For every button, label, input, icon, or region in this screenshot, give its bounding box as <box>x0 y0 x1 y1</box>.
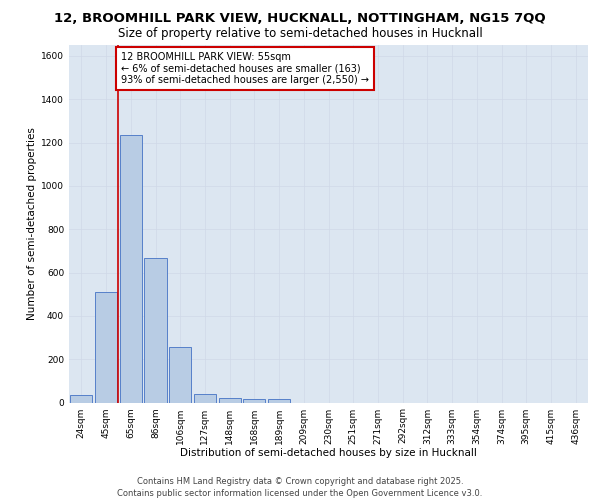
Bar <box>95 292 117 403</box>
Bar <box>268 398 290 402</box>
Y-axis label: Number of semi-detached properties: Number of semi-detached properties <box>27 128 37 320</box>
Bar <box>70 395 92 402</box>
Bar <box>119 135 142 402</box>
Bar <box>169 347 191 403</box>
X-axis label: Distribution of semi-detached houses by size in Hucknall: Distribution of semi-detached houses by … <box>180 448 477 458</box>
Bar <box>145 258 167 402</box>
Text: 12 BROOMHILL PARK VIEW: 55sqm
← 6% of semi-detached houses are smaller (163)
93%: 12 BROOMHILL PARK VIEW: 55sqm ← 6% of se… <box>121 52 369 84</box>
Text: Size of property relative to semi-detached houses in Hucknall: Size of property relative to semi-detach… <box>118 28 482 40</box>
Text: 12, BROOMHILL PARK VIEW, HUCKNALL, NOTTINGHAM, NG15 7QQ: 12, BROOMHILL PARK VIEW, HUCKNALL, NOTTI… <box>54 12 546 26</box>
Bar <box>243 398 265 402</box>
Bar <box>194 394 216 402</box>
Bar <box>218 398 241 402</box>
Text: Contains HM Land Registry data © Crown copyright and database right 2025.
Contai: Contains HM Land Registry data © Crown c… <box>118 476 482 498</box>
